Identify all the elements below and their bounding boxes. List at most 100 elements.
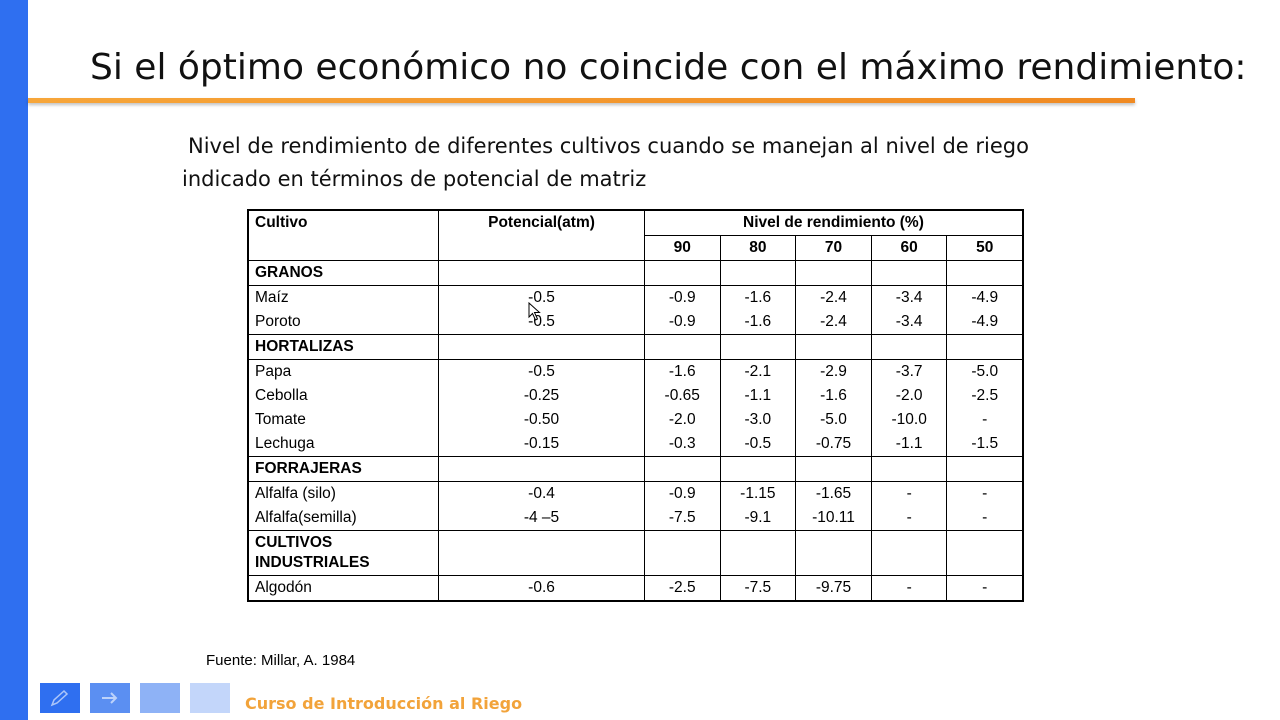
yield-value: -4.9 (946, 285, 1024, 310)
yield-value: -1.6 (719, 310, 797, 335)
yield-value: -10.11 (795, 506, 872, 531)
header-potencial: Potencial(atm) (438, 210, 645, 236)
subtitle-line-1: Nivel de rendimiento de diferentes culti… (188, 134, 1029, 158)
yield-value: -9.1 (719, 506, 797, 531)
yield-value: -3.7 (870, 359, 948, 384)
slide-title: Si el óptimo económico no coincide con e… (90, 47, 1247, 88)
yield-value: -2.9 (795, 359, 872, 384)
header-level: 80 (719, 235, 797, 261)
yield-value: -5.0 (946, 359, 1024, 384)
header-level: 90 (643, 235, 721, 261)
potential-value: -0.50 (438, 408, 645, 432)
yield-value: -0.9 (643, 310, 721, 335)
yield-value: -1.1 (870, 432, 948, 457)
title-underline (28, 98, 1135, 103)
yield-value: - (946, 481, 1024, 506)
crop-name: Cebolla (247, 384, 440, 408)
table-row: Maíz -0.5 -0.9 -1.6 -2.4 -3.4 -4.9 (247, 285, 1024, 310)
yield-value: -7.5 (643, 506, 721, 531)
potential-value: -0.5 (438, 285, 645, 310)
back-button[interactable] (40, 683, 80, 713)
header-level: 50 (946, 235, 1024, 261)
header-level: 70 (795, 235, 872, 261)
yield-value: -1.6 (719, 285, 797, 310)
yield-value: - (870, 575, 948, 601)
yield-value: -0.75 (795, 432, 872, 457)
header-cultivo: Cultivo (247, 210, 440, 236)
table-row: Poroto -0.5 -0.9 -1.6 -2.4 -3.4 -4.9 (247, 310, 1024, 335)
yield-value: -0.65 (643, 384, 721, 408)
yield-value: -2.4 (795, 285, 872, 310)
crop-name: Alfalfa(semilla) (247, 506, 440, 531)
potential-value: -0.5 (438, 359, 645, 384)
source-citation: Fuente: Millar, A. 1984 (206, 652, 356, 669)
mouse-pointer-icon (528, 302, 541, 321)
crop-name: Algodón (247, 575, 440, 601)
yield-value: -3.0 (719, 408, 797, 432)
table-row: Lechuga -0.15 -0.3 -0.5 -0.75 -1.1 -1.5 (247, 432, 1024, 457)
yield-value: -9.75 (795, 575, 872, 601)
yield-value: -2.5 (946, 384, 1024, 408)
yield-value: -2.4 (795, 310, 872, 335)
pen-icon (50, 689, 69, 707)
slide-subtitle: Nivel de rendimiento de diferentes culti… (182, 130, 1142, 196)
crop-name: Poroto (247, 310, 440, 335)
potential-value: -0.15 (438, 432, 645, 457)
yield-value: -0.9 (643, 481, 721, 506)
yield-value: -1.15 (719, 481, 797, 506)
table-row: Cebolla -0.25 -0.65 -1.1 -1.6 -2.0 -2.5 (247, 384, 1024, 408)
crop-name: Papa (247, 359, 440, 384)
yield-value: -1.65 (795, 481, 872, 506)
group-label: FORRAJERAS (247, 456, 440, 482)
header-level: 60 (870, 235, 948, 261)
forward-arrow-icon (102, 692, 118, 704)
yield-value: -5.0 (795, 408, 872, 432)
potential-value: -0.4 (438, 481, 645, 506)
potential-value: -0.6 (438, 575, 645, 601)
yield-value: -1.1 (719, 384, 797, 408)
yield-value: -0.5 (719, 432, 797, 457)
yield-value: -2.0 (870, 384, 948, 408)
nav-button[interactable] (140, 683, 180, 713)
yield-value: -0.3 (643, 432, 721, 457)
yield-table: Cultivo Potencial(atm) Nivel de rendimie… (247, 209, 1024, 602)
nav-button[interactable] (190, 683, 230, 713)
yield-value: -1.5 (946, 432, 1024, 457)
table-row: Alfalfa(semilla) -4 –5 -7.5 -9.1 -10.11 … (247, 506, 1024, 531)
subtitle-line-2: indicado en términos de potencial de mat… (182, 167, 647, 191)
group-label-line: CULTIVOS (255, 534, 333, 551)
crop-name: Lechuga (247, 432, 440, 457)
yield-value: - (870, 481, 948, 506)
yield-value: -3.4 (870, 285, 948, 310)
yield-value: - (870, 506, 948, 531)
menu-button[interactable] (90, 683, 130, 713)
table-row: Alfalfa (silo) -0.4 -0.9 -1.15 -1.65 - - (247, 481, 1024, 506)
potential-value: -4 –5 (438, 506, 645, 531)
course-name: Curso de Introducción al Riego (245, 694, 523, 713)
left-accent-bar (0, 0, 28, 720)
yield-value: -2.1 (719, 359, 797, 384)
yield-value: -2.5 (643, 575, 721, 601)
table-row: Papa -0.5 -1.6 -2.1 -2.9 -3.7 -5.0 (247, 359, 1024, 384)
group-label: HORTALIZAS (247, 334, 440, 360)
yield-value: -4.9 (946, 310, 1024, 335)
table-row: Tomate -0.50 -2.0 -3.0 -5.0 -10.0 - (247, 408, 1024, 432)
yield-value: - (946, 506, 1024, 531)
table-row: Algodón -0.6 -2.5 -7.5 -9.75 - - (247, 575, 1024, 601)
yield-value: -0.9 (643, 285, 721, 310)
yield-value: - (946, 575, 1024, 601)
header-nivel: Nivel de rendimiento (%) (643, 210, 1024, 236)
group-label: CULTIVOS INDUSTRIALES (247, 530, 440, 576)
potential-value: -0.25 (438, 384, 645, 408)
crop-name: Alfalfa (silo) (247, 481, 440, 506)
crop-name: Tomate (247, 408, 440, 432)
yield-value: - (946, 408, 1024, 432)
crop-name: Maíz (247, 285, 440, 310)
yield-value: -1.6 (795, 384, 872, 408)
group-label: GRANOS (247, 260, 440, 286)
yield-value: -2.0 (643, 408, 721, 432)
yield-value: -3.4 (870, 310, 948, 335)
yield-value: -10.0 (870, 408, 948, 432)
yield-value: -7.5 (719, 575, 797, 601)
yield-value: -1.6 (643, 359, 721, 384)
